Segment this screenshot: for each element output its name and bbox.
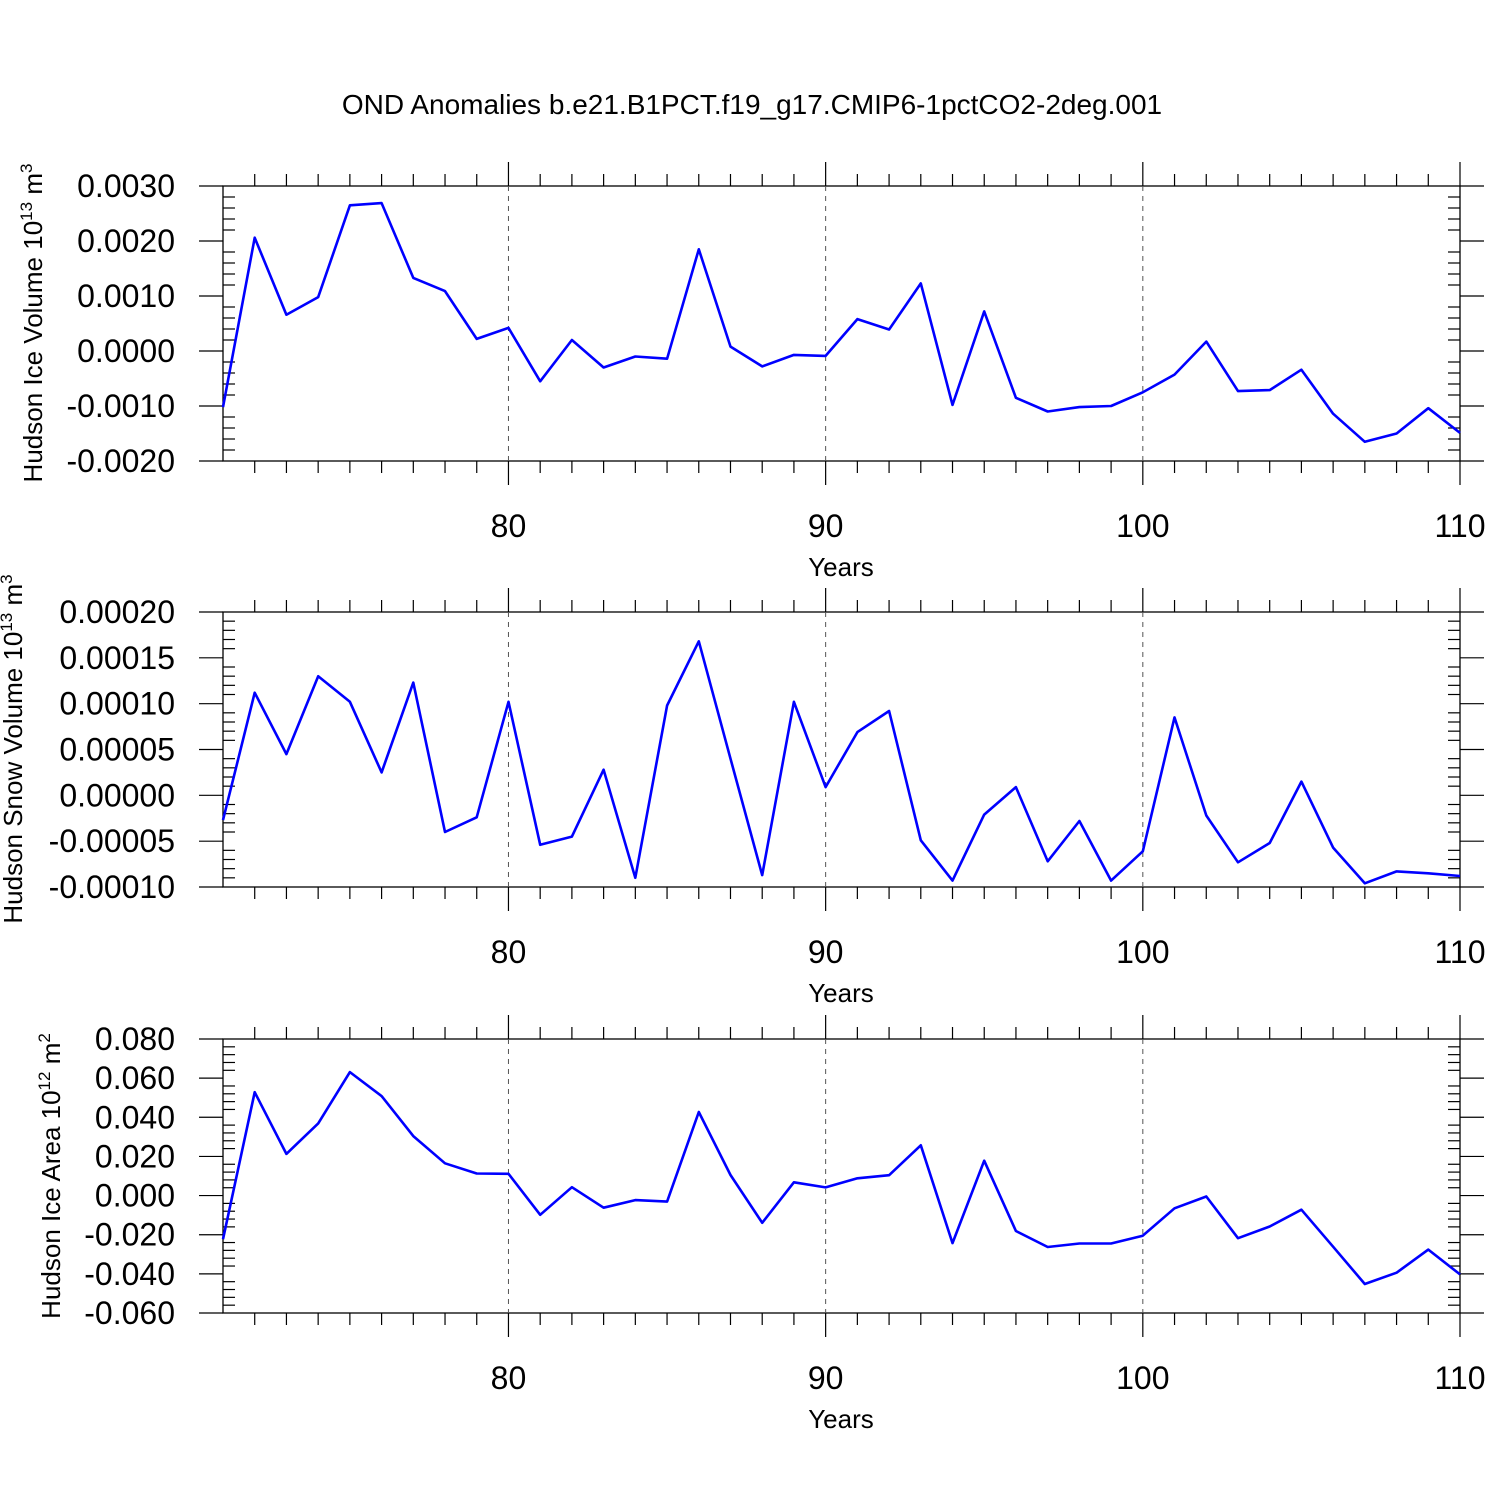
x-tick-label: 110	[1434, 934, 1485, 970]
plot-frame	[222, 185, 1461, 462]
x-tick-label: 100	[1116, 508, 1169, 544]
x-tick-label: 100	[1116, 1360, 1169, 1396]
y-tick-label: 0.080	[95, 1021, 175, 1057]
series-line	[221, 1070, 1461, 1286]
x-tick-label: 90	[808, 508, 844, 544]
y-tick-label: 0.060	[95, 1060, 175, 1096]
y-axis-title: Hudson Ice Volume 1013 m3	[17, 164, 48, 483]
y-tick-label: 0.040	[95, 1099, 175, 1135]
x-tick-label: 110	[1434, 508, 1485, 544]
y-tick-label: -0.020	[84, 1217, 175, 1253]
y-tick-label: -0.060	[84, 1295, 175, 1331]
y-tick-label: 0.000	[95, 1178, 175, 1214]
y-tick-label: 0.0020	[77, 223, 175, 259]
y-tick-label: 0.00010	[59, 686, 175, 722]
y-tick-label: 0.0000	[77, 333, 175, 369]
y-tick-label: -0.0010	[66, 388, 175, 424]
x-tick-label: 100	[1116, 934, 1169, 970]
series-line	[221, 201, 1461, 444]
chart-title: OND Anomalies b.e21.B1PCT.f19_g17.CMIP6-…	[342, 89, 1162, 120]
y-tick-label: 0.00005	[59, 732, 175, 768]
panel-snow-volume: -0.00010 -0.00005 0.00000 0.00005 0.00010 0.0…	[0, 574, 1486, 1008]
y-tick-label: 0.00020	[59, 594, 175, 630]
y-tick-label: -0.00010	[49, 869, 175, 905]
x-tick-label: 90	[808, 1360, 844, 1396]
y-tick-label: 0.00000	[59, 777, 175, 813]
x-tick-label: 110	[1434, 1360, 1485, 1396]
series-line	[221, 640, 1461, 885]
y-tick-label: 0.0030	[77, 168, 175, 204]
x-axis-title: Years	[808, 978, 874, 1008]
y-tick-label: 0.0010	[77, 278, 175, 314]
y-tick-label: -0.040	[84, 1256, 175, 1292]
y-axis-title: Hudson Snow Volume 1013 m3	[0, 574, 28, 923]
panel-ice-volume: -0.0020 -0.0010 0.0000 0.0010 0.0020 0.0030 80…	[17, 162, 1486, 582]
x-tick-label: 80	[491, 1360, 527, 1396]
x-axis-title: Years	[808, 1404, 874, 1434]
y-tick-label: 0.00015	[59, 640, 175, 676]
plot-frame	[222, 611, 1461, 888]
x-axis-title: Years	[808, 552, 874, 582]
x-tick-label: 90	[808, 934, 844, 970]
y-tick-label: -0.0020	[66, 443, 175, 479]
plot-frame	[222, 1038, 1461, 1314]
y-tick-label: 0.020	[95, 1138, 175, 1174]
x-tick-label: 80	[491, 508, 527, 544]
x-tick-label: 80	[491, 934, 527, 970]
y-axis-title: Hudson Ice Area 1012 m2	[35, 1033, 66, 1319]
y-tick-label: -0.00005	[49, 823, 175, 859]
